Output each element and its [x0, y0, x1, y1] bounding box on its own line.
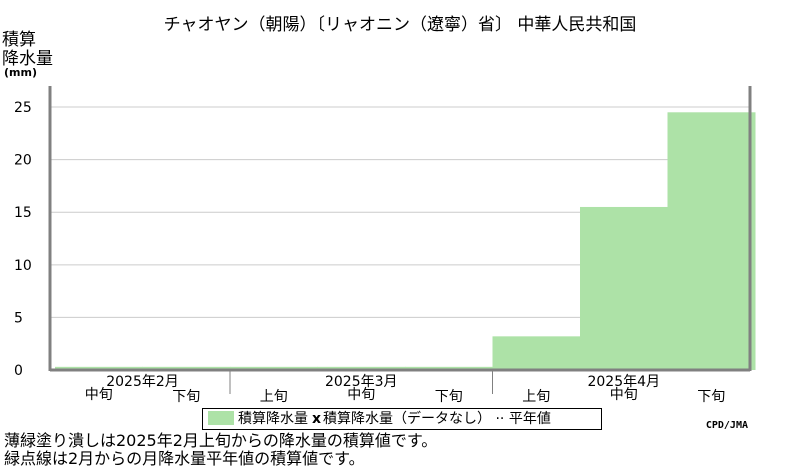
x-tick-label-3: 中旬 — [347, 387, 375, 403]
y-axis-ticks: 0 5 10 15 20 25 — [14, 100, 32, 379]
y-axis-label-line1: 積算 — [2, 30, 36, 50]
plot-frame — [48, 86, 752, 372]
legend-marker-x: x — [312, 411, 322, 427]
bar-5 — [492, 336, 581, 370]
y-tick-label-2: 10 — [14, 258, 32, 274]
x-tick-label-7: 下旬 — [697, 389, 725, 405]
plot-series — [55, 112, 756, 370]
note-line-1: 薄緑塗り潰しは2025年2月上旬からの降水量の積算値です。 — [4, 431, 438, 450]
x-tick-label-5: 上旬 — [522, 389, 550, 405]
bar-2 — [230, 366, 318, 370]
x-tick-label-1: 下旬 — [172, 389, 200, 405]
note-line-2: 緑点線は2月からの月降水量平年値の積算値です。 — [4, 449, 365, 468]
legend: 積算降水量 x 積算降水量（データなし） ·· 平年値 — [202, 408, 602, 430]
legend-item-no-data: 積算降水量（データなし） — [323, 411, 492, 427]
month-label-1: 2025年3月 — [325, 374, 398, 390]
y-axis-label-line2: 降水量 — [2, 49, 53, 69]
legend-swatch-fill — [208, 411, 234, 425]
y-tick-label-0: 0 — [14, 363, 23, 379]
bar-3 — [317, 366, 406, 370]
y-tick-label-3: 15 — [14, 205, 32, 221]
bar-4 — [405, 366, 493, 370]
month-label-2: 2025年4月 — [587, 374, 660, 390]
y-axis-unit: (mm) — [4, 66, 37, 79]
x-tick-label-0: 中旬 — [85, 387, 113, 403]
x-tick-label-4: 下旬 — [435, 389, 463, 405]
legend-dotted-line-icon: ·· — [491, 411, 509, 427]
legend-item-normal: 平年値 — [508, 411, 551, 427]
x-tick-label-6: 中旬 — [610, 387, 638, 403]
y-tick-label-5: 25 — [14, 100, 32, 116]
chart-title: チャオヤン（朝陽）〔リャオニン（遼寧）省〕 中華人民共和国 — [163, 15, 637, 35]
bar-6 — [580, 206, 668, 370]
legend-item-cumulative: 積算降水量 — [238, 411, 308, 427]
bar-0 — [55, 366, 143, 370]
bar-1 — [142, 366, 231, 370]
bar-7 — [667, 112, 756, 370]
month-label-0: 2025年2月 — [106, 374, 179, 390]
y-tick-label-1: 5 — [14, 310, 23, 326]
credit-label: CPD/JMA — [705, 420, 748, 431]
y-tick-label-4: 20 — [14, 153, 32, 169]
x-tick-label-2: 上旬 — [260, 389, 288, 405]
